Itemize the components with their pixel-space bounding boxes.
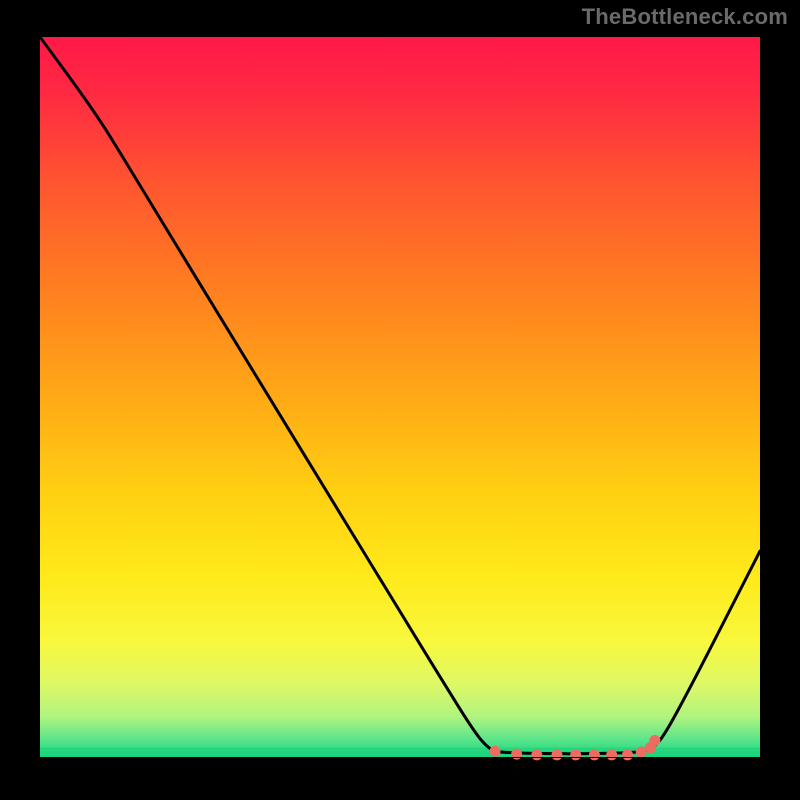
data-marker [551,749,562,760]
data-marker [649,735,660,746]
data-marker [589,749,600,760]
chart-container: TheBottleneck.com [0,0,800,800]
data-marker [622,749,633,760]
plot-background [40,37,760,757]
watermark-text: TheBottleneck.com [582,4,788,30]
data-marker [490,746,501,757]
data-marker [606,749,617,760]
data-marker [570,749,581,760]
data-marker [531,749,542,760]
plot-svg [0,0,800,800]
data-marker [636,746,647,757]
